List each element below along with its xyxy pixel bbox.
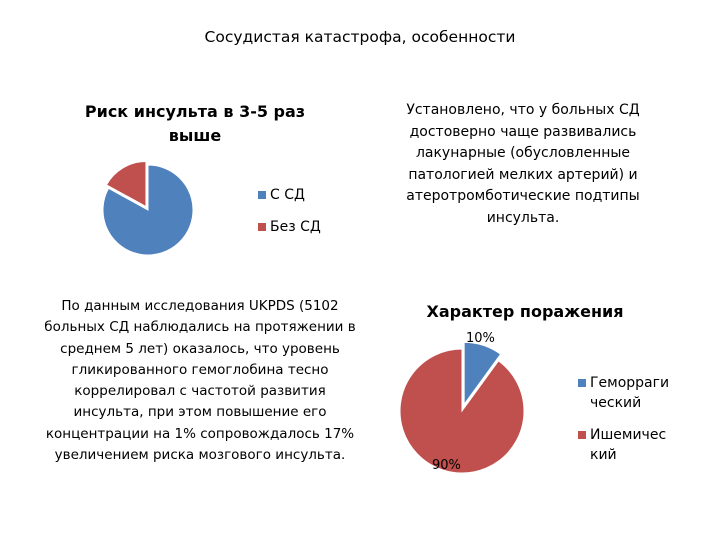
legend-swatch-hemorrhagic <box>578 379 586 387</box>
legend-item-hemorrhagic: Геморраги ческий <box>578 373 680 413</box>
legend-swatch-without-diabetes <box>258 223 266 231</box>
legend-swatch-ischemic <box>578 431 586 439</box>
chart2-legend: Геморраги ческий Ишемичес кий <box>578 373 680 477</box>
data-label-ischemic: 90% <box>432 458 461 473</box>
legend-label-ischemic-line1: Ишемичес <box>590 427 667 443</box>
pie-slice-ischemic <box>399 348 525 474</box>
ukpds-study-text: По данным исследования UKPDS (5102 больн… <box>44 298 356 464</box>
stroke-subtypes-note: Установлено, что у больных СД достоверно… <box>406 102 640 226</box>
pie-slice-without-diabetes <box>105 161 147 208</box>
chart1-title: Риск инсульта в 3-5 раз выше <box>84 102 306 145</box>
legend-swatch-with-diabetes <box>258 191 266 199</box>
legend-label-with-diabetes: С СД <box>270 187 305 203</box>
legend-label-ischemic-line2: кий <box>590 447 617 463</box>
pie-slice-with-diabetes <box>102 164 194 256</box>
chart1-legend: С СД Без СД <box>258 185 321 249</box>
legend-item-ischemic: Ишемичес кий <box>578 425 680 465</box>
slide-title: Сосудистая катастрофа, особенности <box>204 28 516 46</box>
legend-item-without-diabetes: Без СД <box>258 217 321 237</box>
data-label-hemorrhagic: 10% <box>466 331 495 346</box>
legend-item-with-diabetes: С СД <box>258 185 321 205</box>
legend-label-hemorrhagic-line2: ческий <box>590 395 642 411</box>
chart2-title: Характер поражения <box>426 302 624 321</box>
legend-label-hemorrhagic-line1: Геморраги <box>590 375 670 391</box>
legend-label-without-diabetes: Без СД <box>270 219 321 235</box>
lesion-type-pie <box>399 341 525 474</box>
pie-slice-hemorrhagic <box>463 341 502 406</box>
stroke-risk-pie <box>102 161 194 256</box>
